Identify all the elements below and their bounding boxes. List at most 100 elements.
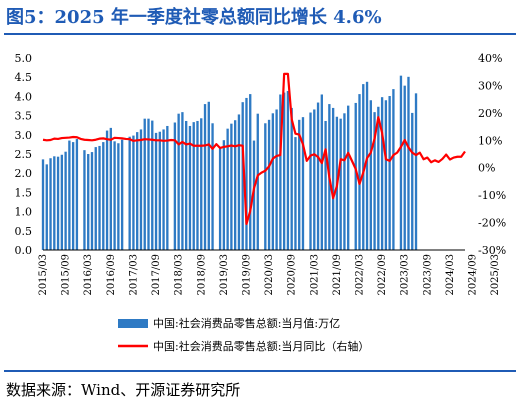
bar	[324, 120, 327, 250]
bar	[136, 132, 139, 250]
bar	[173, 122, 177, 250]
left-tick-label: 4.0	[15, 90, 33, 103]
bar	[339, 118, 342, 250]
right-tick-label: 40%	[478, 52, 502, 65]
bar	[245, 97, 248, 250]
x-tick-label: 2017/03	[128, 254, 139, 296]
bar	[200, 118, 203, 250]
bar	[45, 164, 48, 250]
bar	[68, 140, 71, 250]
left-tick-label: 0.5	[15, 225, 33, 238]
bar	[267, 119, 271, 250]
right-tick-label: 0%	[478, 162, 495, 175]
x-tick-label: 2025/03	[490, 254, 501, 296]
x-tick-label: 2023/09	[422, 254, 433, 296]
bar	[90, 152, 94, 250]
left-tick-label: 2.5	[15, 148, 33, 161]
bar	[282, 92, 286, 250]
bar	[139, 129, 143, 250]
left-tick-label: 2.0	[15, 167, 33, 180]
bar	[362, 84, 365, 250]
bar	[388, 96, 391, 250]
right-tick-label: 10%	[478, 134, 502, 147]
bar	[343, 113, 346, 250]
bar	[233, 120, 237, 251]
bar	[83, 150, 86, 250]
bar	[392, 89, 395, 250]
bar	[60, 154, 64, 250]
x-tick-label: 2020/03	[264, 254, 275, 296]
left-tick-label: 5.0	[15, 52, 33, 65]
bar	[298, 119, 301, 250]
bar	[399, 75, 403, 250]
bar	[207, 101, 210, 250]
bar	[222, 140, 226, 250]
bar	[105, 130, 109, 250]
right-tick-label: -20%	[478, 217, 506, 230]
bar	[347, 105, 350, 251]
legend-line-label: 中国:社会消费品零售总额:当月同比（右轴）	[153, 339, 369, 353]
bar	[132, 135, 135, 250]
bar	[147, 118, 150, 250]
bar	[249, 94, 252, 250]
right-tick-label: 20%	[478, 107, 502, 120]
bar	[185, 120, 188, 250]
x-tick-label: 2024/09	[468, 254, 479, 296]
bar	[192, 122, 195, 250]
figure-title: 图5：2025 年一季度社零总额同比增长 4.6%	[6, 7, 382, 28]
bar	[354, 102, 357, 251]
bar	[53, 156, 56, 250]
x-tick-label: 2019/09	[242, 254, 253, 296]
bar	[158, 131, 161, 250]
bar	[309, 112, 312, 250]
x-tick-label: 2024/03	[445, 254, 456, 296]
bar	[230, 123, 233, 250]
bar	[290, 107, 293, 250]
bar	[301, 117, 305, 250]
source-note: 数据来源：Wind、开源证券研究所	[6, 381, 241, 399]
bar	[286, 91, 290, 250]
bar	[151, 120, 154, 250]
bar	[196, 120, 199, 250]
bar	[373, 112, 376, 250]
legend-bar-swatch	[118, 319, 148, 328]
bar	[256, 113, 259, 251]
bar	[226, 128, 229, 250]
line-series	[42, 72, 466, 226]
bar	[94, 147, 97, 250]
bar	[279, 94, 282, 250]
bar	[294, 137, 297, 250]
bar	[264, 123, 267, 250]
bar	[218, 148, 222, 250]
chart: 0.0 0.5 1.0 1.5 2.0 2.5 3.0 3.5 4.0 4.5 5.0 -30% -20…	[15, 52, 507, 353]
bar	[380, 97, 384, 250]
bar	[87, 154, 90, 250]
bar	[56, 156, 60, 250]
x-tick-label: 2016/03	[83, 254, 94, 296]
bar	[203, 104, 207, 250]
left-tick-label: 3.5	[15, 110, 33, 123]
bar	[316, 102, 320, 250]
left-tick-label: 1.0	[15, 206, 33, 219]
right-tick-label: -10%	[478, 189, 506, 202]
x-tick-label: 2021/03	[309, 254, 320, 296]
bar	[365, 81, 369, 250]
legend-bar-label: 中国:社会消费品零售总额:当月值:万亿	[153, 316, 340, 330]
bar	[403, 85, 406, 251]
bar	[377, 106, 380, 251]
bottom-rule	[4, 370, 516, 372]
right-tick-label: -30%	[478, 244, 506, 257]
bar	[384, 100, 388, 251]
bar	[120, 139, 124, 250]
bar	[275, 109, 278, 251]
bar	[320, 94, 323, 250]
bar	[49, 158, 52, 250]
top-rule	[4, 33, 516, 35]
bar	[313, 109, 316, 251]
bar	[154, 132, 158, 250]
x-tick-label: 2015/09	[61, 254, 72, 296]
x-tick-label: 2019/03	[219, 254, 230, 296]
bar	[369, 100, 372, 251]
x-tick-label: 2018/03	[174, 254, 185, 296]
